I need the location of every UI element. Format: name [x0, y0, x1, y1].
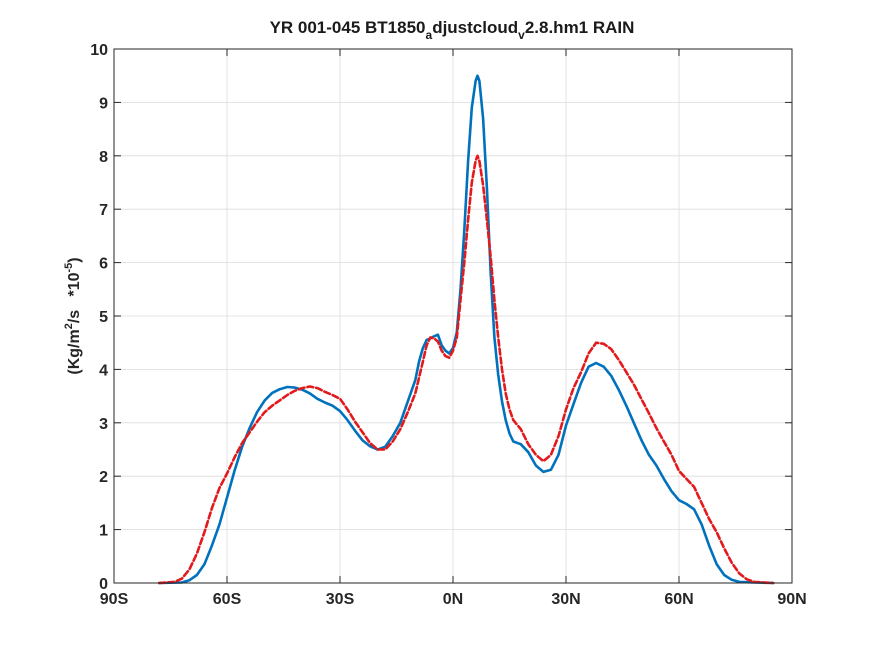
y-tick-label: 9: [99, 95, 108, 112]
data-lines: [157, 74, 775, 585]
x-tick-label: 30S: [326, 591, 355, 608]
y-tick-label: 10: [90, 42, 108, 59]
y-axis-label-mid: /s *10: [66, 272, 83, 323]
y-tick-label: 7: [99, 202, 108, 219]
y-tick-label: 5: [99, 309, 108, 326]
x-tick-label: 90S: [100, 591, 129, 608]
y-axis-label-post: ): [66, 257, 83, 262]
x-tick-label: 60N: [664, 591, 693, 608]
chart-title-main: YR 001-045 BT1850: [270, 18, 426, 37]
x-tick-label: 60S: [213, 591, 242, 608]
y-axis-label: (Kg/m2/s *10-5): [63, 257, 83, 374]
axis-ticks: 90S 60S 30S 0N 30N 60N 90N 0 1 2 3 4 5 6 7 8 9 10: [90, 42, 806, 608]
chart-title: YR 001-045 BT1850adjustcloudv2.8.hm1 RAI…: [270, 18, 635, 42]
x-tick-label: 30N: [551, 591, 580, 608]
y-axis-label-sup2: -5: [63, 263, 75, 273]
y-axis-label-sup1: 2: [63, 323, 75, 329]
chart-title-middle: djustcloud: [432, 18, 518, 37]
x-tick-label: 0N: [443, 591, 463, 608]
y-tick-label: 6: [99, 256, 108, 273]
y-tick-label: 0: [99, 576, 108, 593]
y-tick-label: 4: [99, 362, 108, 379]
chart-title-subscript-v: v: [518, 28, 525, 42]
grid-lines: [113, 48, 793, 584]
y-tick-label: 2: [99, 469, 108, 486]
y-tick-label: 8: [99, 149, 108, 166]
dashed-red-series-line: [157, 154, 775, 585]
solid-blue-series-line: [157, 74, 775, 585]
x-tick-label: 90N: [777, 591, 806, 608]
y-tick-label: 3: [99, 416, 108, 433]
chart-title-tail: 2.8.hm1 RAIN: [525, 18, 635, 37]
y-tick-label: 1: [99, 523, 108, 540]
y-axis-label-pre: (Kg/m: [66, 329, 83, 374]
chart-title-subscript-a: a: [426, 28, 433, 42]
